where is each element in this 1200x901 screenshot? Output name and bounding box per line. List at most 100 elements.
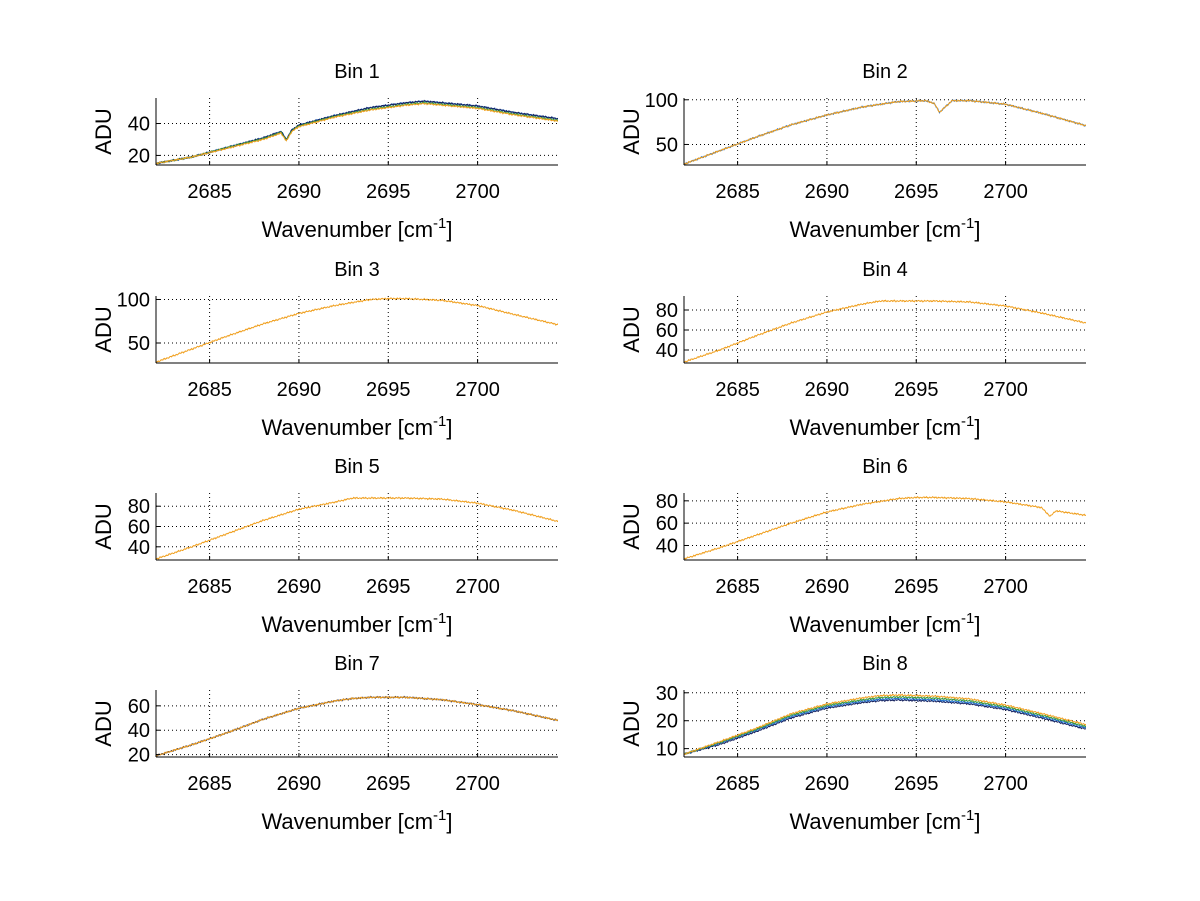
x-tick-label: 2685: [715, 576, 760, 598]
x-axis-label: Wavenumber [cm-1]: [261, 215, 452, 242]
x-axis-label-sup: -1: [433, 215, 446, 232]
y-tick-label: 100: [645, 90, 678, 112]
y-tick-label: 60: [128, 696, 150, 718]
y-tick-label: 100: [117, 289, 150, 311]
plot-area: [684, 98, 1086, 165]
x-axis-label-main: Wavenumber [cm: [261, 217, 433, 242]
subplot-bin-3: 2685 2690 2695 2700 50 100 Bin 3 ADU Wavenumber …: [91, 259, 558, 440]
y-tick-label: 40: [656, 340, 678, 362]
x-axis-label-sup: -1: [433, 413, 446, 430]
x-axis-label-end: ]: [446, 217, 452, 242]
plot-area: [156, 690, 558, 757]
y-tick-label: 20: [128, 145, 150, 167]
x-axis-label-end: ]: [446, 809, 452, 834]
y-tick-label: 40: [656, 535, 678, 557]
x-axis-label-end: ]: [446, 612, 452, 637]
x-tick-label: 2700: [455, 576, 500, 598]
series-line-orange: [156, 695, 558, 757]
y-tick-label: 10: [656, 739, 678, 761]
x-axis-label-main: Wavenumber [cm: [789, 415, 961, 440]
series-group: [156, 99, 558, 165]
x-tick-label: 2695: [366, 181, 411, 203]
x-tick-label: 2690: [277, 181, 322, 203]
x-tick-label: 2685: [187, 181, 232, 203]
subplot-title: Bin 6: [862, 456, 908, 478]
series-group: [156, 695, 558, 757]
x-tick-label: 2695: [366, 773, 411, 795]
x-tick-label: 2700: [983, 181, 1028, 203]
x-axis-label: Wavenumber [cm-1]: [261, 807, 452, 834]
series-line-navy: [684, 698, 1086, 755]
series-line-orange: [684, 99, 1086, 165]
y-tick-label: 40: [128, 720, 150, 742]
x-tick-label: 2685: [187, 773, 232, 795]
subplot-bin-1: 2685 2690 2695 2700 20 40 Bin 1 ADU Wavenumber […: [91, 61, 558, 242]
x-axis-label-main: Wavenumber [cm: [261, 809, 433, 834]
plot-area: [156, 296, 558, 363]
x-tick-label: 2690: [805, 773, 850, 795]
subplot-title: Bin 4: [862, 259, 908, 281]
x-tick-label: 2695: [894, 773, 939, 795]
y-axis-label: ADU: [91, 700, 116, 746]
series-group: [684, 99, 1086, 165]
x-axis-label-main: Wavenumber [cm: [789, 217, 961, 242]
x-tick-label: 2690: [805, 379, 850, 401]
x-axis-label-sup: -1: [961, 413, 974, 430]
y-axis-label: ADU: [619, 306, 644, 352]
subplot-title: Bin 2: [862, 61, 908, 83]
x-axis-label-end: ]: [974, 809, 980, 834]
series-line-orange: [684, 693, 1086, 756]
x-axis-label-end: ]: [974, 217, 980, 242]
series-line-green: [684, 695, 1086, 755]
x-axis-label-sup: -1: [433, 610, 446, 627]
series-group: [684, 495, 1086, 560]
x-axis-label: Wavenumber [cm-1]: [789, 413, 980, 440]
subplot-bin-8: 2685 2690 2695 2700 10 20 30 Bin 8 ADU Wavenumber…: [619, 653, 1086, 834]
x-axis-label-main: Wavenumber [cm: [789, 612, 961, 637]
series-line-orange: [684, 299, 1086, 363]
series-line-orange: [156, 297, 558, 363]
x-axis-label-sup: -1: [961, 215, 974, 232]
x-axis-label-sup: -1: [961, 610, 974, 627]
subplot-bin-2: 2685 2690 2695 2700 50 100 Bin 2 ADU Wavenumber …: [619, 61, 1086, 242]
x-tick-label: 2700: [983, 379, 1028, 401]
subplot-title: Bin 5: [334, 456, 380, 478]
y-tick-label: 30: [656, 683, 678, 705]
y-tick-label: 40: [128, 114, 150, 136]
x-tick-label: 2695: [894, 379, 939, 401]
y-tick-label: 40: [128, 537, 150, 559]
x-axis-label-sup: -1: [961, 807, 974, 824]
series-line-blue: [684, 697, 1086, 755]
x-tick-label: 2695: [894, 181, 939, 203]
y-tick-label: 50: [128, 333, 150, 355]
x-tick-label: 2695: [366, 576, 411, 598]
x-axis-label: Wavenumber [cm-1]: [789, 610, 980, 637]
y-axis-label: ADU: [91, 306, 116, 352]
y-tick-label: 20: [128, 745, 150, 767]
x-tick-label: 2695: [894, 576, 939, 598]
x-tick-label: 2690: [277, 576, 322, 598]
x-tick-label: 2685: [715, 379, 760, 401]
x-tick-label: 2700: [455, 773, 500, 795]
x-axis-label-main: Wavenumber [cm: [261, 612, 433, 637]
y-axis-label: ADU: [619, 700, 644, 746]
x-tick-label: 2695: [366, 379, 411, 401]
x-tick-label: 2685: [715, 773, 760, 795]
x-axis-label-sup: -1: [433, 807, 446, 824]
x-tick-label: 2685: [187, 576, 232, 598]
subplot-title: Bin 1: [334, 61, 380, 83]
x-tick-label: 2690: [805, 576, 850, 598]
x-axis-label-end: ]: [974, 612, 980, 637]
x-axis-label: Wavenumber [cm-1]: [261, 413, 452, 440]
series-line-orange: [156, 102, 558, 165]
x-axis-label-end: ]: [974, 415, 980, 440]
x-tick-label: 2700: [983, 576, 1028, 598]
subplot-title: Bin 8: [862, 653, 908, 675]
y-tick-label: 80: [656, 300, 678, 322]
x-axis-label-end: ]: [446, 415, 452, 440]
series-group: [684, 693, 1086, 756]
series-group: [156, 496, 558, 560]
x-axis-label: Wavenumber [cm-1]: [261, 610, 452, 637]
